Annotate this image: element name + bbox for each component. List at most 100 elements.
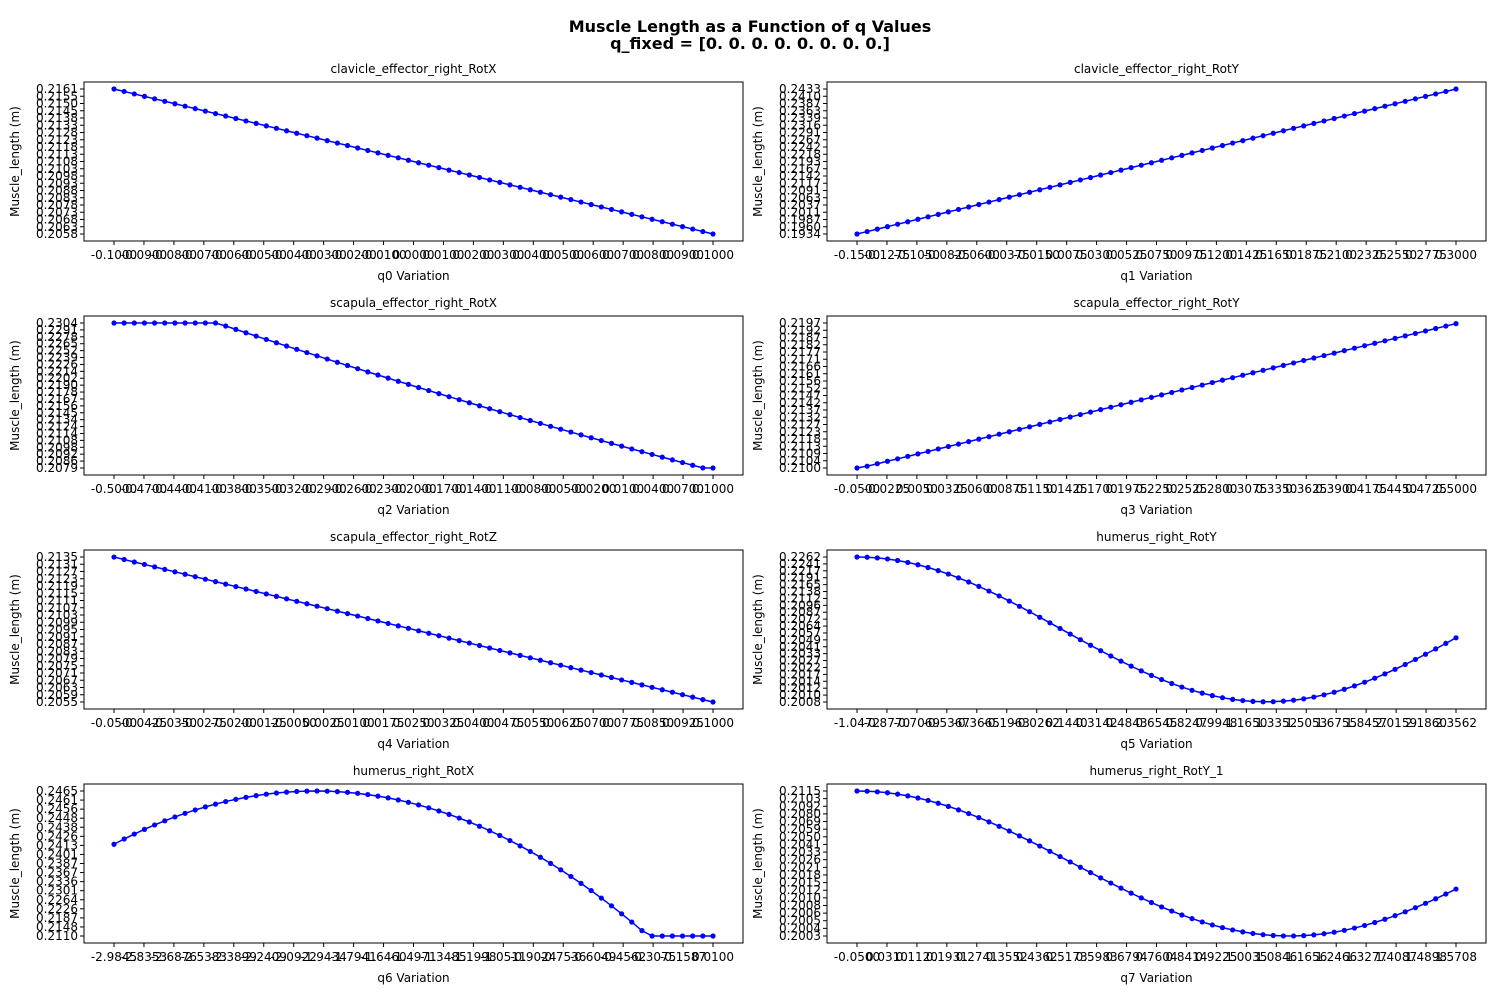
data-point [1098,875,1104,881]
data-point [365,147,371,154]
y-tick-label: 0.2147 [779,389,821,403]
x-tick-label: 0.0200 [452,248,494,262]
data-point [854,554,860,560]
data-point [629,919,635,925]
y-tick-label: 0.2018 [779,868,821,882]
x-tick-label: -0.1700 [420,482,466,496]
data-point [1280,362,1287,368]
data-point [1433,896,1439,902]
y-tick-label: 0.2165 [779,578,821,592]
y-axis-label: Muscle_length (m) [751,106,765,217]
data-point [527,417,533,424]
data-point [986,434,992,440]
subplot-1: clavicle_effector_right_RotY q1 Variation… [751,62,1487,283]
x-tick-label: 1.5708 [1435,950,1477,964]
x-tick-label: -1.9434 [300,950,346,964]
x-tick-label: -0.0262 [1014,716,1060,730]
data-point [537,189,544,195]
data-point [1057,625,1063,632]
data-point [314,788,320,794]
x-tick-label: 0.0700 [572,716,614,730]
figure-subtitle: q_fixed = [0. 0. 0. 0. 0. 0. 0. 0.] [610,34,890,53]
data-point [1189,916,1195,922]
y-tick-label: 0.2142 [779,396,821,410]
data-point [986,819,992,825]
data-point [864,228,870,235]
data-point [588,887,594,894]
y-axis-label: Muscle_length (m) [751,808,765,919]
x-tick-label: 1.6755 [1315,716,1357,730]
x-tick-label: 0.4362 [1016,950,1058,964]
data-point [202,320,208,326]
data-point [152,96,158,102]
x-axis-label: q5 Variation [1120,737,1192,751]
data-point [1331,115,1337,122]
data-point [895,456,901,462]
data-point [405,799,412,805]
x-tick-label: 0.0100 [692,950,734,964]
data-point [355,613,361,619]
data-point [172,101,178,107]
data-point [1067,631,1073,637]
data-point [497,409,503,415]
data-point [639,928,645,934]
x-tick-label: -0.0700 [181,248,227,262]
data-point [854,231,860,237]
y-tick-label: 0.2103 [36,162,78,176]
y-tick-label: 0.2150 [36,97,78,111]
data-point [1382,916,1388,922]
data-point [476,823,483,829]
data-point [1270,130,1276,136]
y-tick-label: 0.2104 [779,454,821,468]
x-tick-label: 0.7604 [1136,950,1178,964]
data-point [1301,696,1307,702]
data-point [588,435,594,441]
data-point [192,320,198,326]
data-point [1026,424,1033,430]
data-point [1351,345,1358,351]
x-axis-label: q4 Variation [377,737,449,751]
data-point [568,429,574,435]
x-tick-label: -0.0050 [271,716,317,730]
data-point [344,142,351,149]
x-tick-label: -0.1100 [480,482,526,496]
x-tick-label: 0.5983 [1076,950,1118,964]
subplot-title: humerus_right_RotX [353,764,474,778]
data-point [1280,933,1287,939]
data-point [263,336,269,343]
data-point [1392,666,1398,672]
data-point [955,206,962,213]
data-point [121,320,127,326]
data-point [1331,689,1337,695]
x-tick-label: 0.0475 [482,716,524,730]
x-tick-label: 0.0310 [866,950,908,964]
data-point [172,320,178,326]
x-tick-label: 0.1931 [926,950,968,964]
x-tick-label: 1.8457 [1345,716,1387,730]
x-tick-label: 0.5173 [1046,950,1088,964]
x-tick-label: 0.2325 [1345,248,1387,262]
data-point [679,933,686,939]
data-point [334,608,340,614]
data-point [111,86,117,92]
subplot-title: humerus_right_RotY [1096,530,1217,544]
data-point [568,196,574,203]
subplot-7: humerus_right_RotY_1 q7 Variation Muscle_l… [751,764,1487,985]
y-tick-label: 0.2167 [779,162,821,176]
data-point [334,789,340,795]
subplot-title: clavicle_effector_right_RotX [331,62,497,76]
data-point [700,465,706,471]
data-point [1433,325,1439,332]
y-tick-label: 0.2033 [779,845,821,859]
data-point [864,554,870,560]
y-tick-label: 0.2438 [36,820,78,834]
data-point [1412,905,1418,911]
data-point [1199,919,1205,925]
x-tick-label: 0.0025 [303,716,345,730]
data-point [375,372,381,378]
data-point [1179,684,1185,690]
data-point [1087,174,1094,181]
y-tick-label: 0.2091 [779,184,821,198]
x-tick-label: 0.0600 [572,248,614,262]
data-point [1057,182,1063,188]
